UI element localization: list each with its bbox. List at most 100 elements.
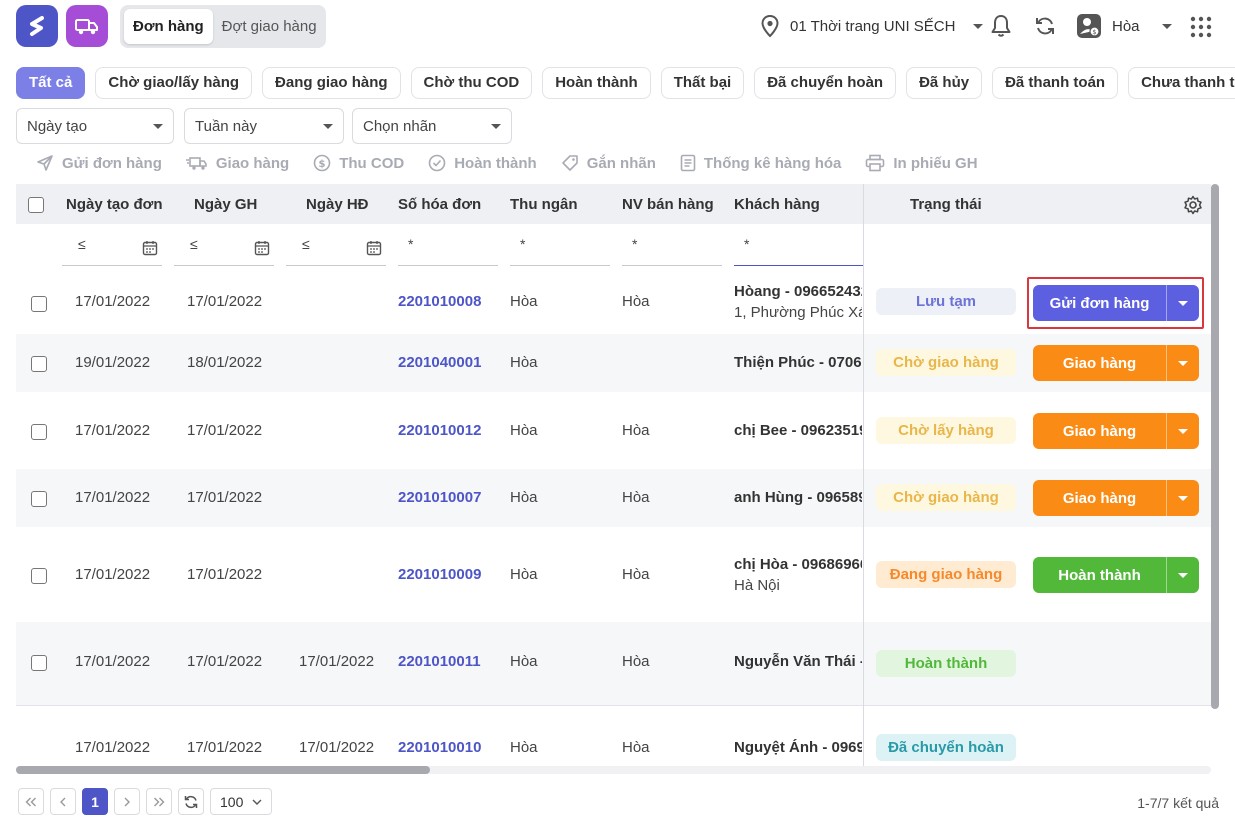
created-date-filter[interactable]: ≤ [62,236,162,266]
scrollbar-thumb[interactable] [16,766,430,774]
column-cashier[interactable]: Thu ngân [510,196,578,213]
invoice-date-filter[interactable]: ≤ [286,236,386,266]
next-page-button[interactable] [114,788,140,815]
document-icon [680,154,696,172]
location-pin-icon [761,14,779,38]
bell-icon[interactable] [989,13,1013,39]
invoice-no-filter[interactable]: * [398,236,498,266]
status-tab-cancelled[interactable]: Đã hủy [906,67,983,99]
deliver-button[interactable]: Giao hàng [1033,413,1199,449]
status-tab-returned[interactable]: Đã chuyển hoàn [754,67,897,99]
vertical-scrollbar[interactable] [1211,184,1219,770]
column-seller[interactable]: NV bán hàng [622,196,714,213]
reload-button[interactable] [178,788,204,815]
deliver-action[interactable]: Giao hàng [185,154,289,172]
deliver-button[interactable]: Giao hàng [1033,480,1199,516]
page-button-current[interactable]: 1 [82,788,108,815]
created-date: 17/01/2022 [75,739,151,756]
tab-delivery-batches[interactable]: Đợt giao hàng [221,18,317,35]
invoice-link[interactable]: 2201040001 [398,354,482,371]
goods-stats-action[interactable]: Thống kê hàng hóa [680,154,841,172]
select-all-checkbox[interactable] [28,197,44,213]
complete-button[interactable]: Hoàn thành [1033,557,1199,593]
invoice-link[interactable]: 2201010007 [398,489,482,506]
row-checkbox[interactable] [31,568,47,584]
deliver-button[interactable]: Giao hàng [1033,345,1199,381]
column-created[interactable]: Ngày tạo đơn [66,196,163,213]
calendar-icon[interactable] [254,240,270,256]
deliver-button-label[interactable]: Giao hàng [1062,422,1137,440]
cashier-filter[interactable]: * [510,236,610,266]
user-menu[interactable]: $ Hòa [1076,13,1172,39]
table-row[interactable]: 17/01/2022 17/01/2022 2201010007 Hòa Hòa… [16,469,1211,527]
first-page-button[interactable] [18,788,44,815]
column-invoice-no[interactable]: Số hóa đơn [398,196,482,213]
table-row[interactable]: 19/01/2022 18/01/2022 2201040001 Hòa Thi… [16,334,1211,392]
delivery-date-filter[interactable]: ≤ [174,236,274,266]
highlight-box [1027,277,1204,329]
print-slip-action[interactable]: In phiếu GH [865,154,978,172]
prev-page-button[interactable] [50,788,76,815]
invoice-link[interactable]: 2201010009 [398,566,482,583]
complete-button-label[interactable]: Hoàn thành [1058,566,1141,584]
deliver-dropdown[interactable] [1166,345,1199,381]
status-tab-paid[interactable]: Đã thanh toán [992,67,1119,99]
tab-orders[interactable]: Đơn hàng [124,9,213,44]
row-checkbox[interactable] [31,491,47,507]
date-type-value: Ngày tạo [27,117,88,135]
status-tab-waiting-cod[interactable]: Chờ thu COD [410,67,533,99]
horizontal-scrollbar[interactable] [16,766,1211,774]
table-row[interactable]: 17/01/2022 17/01/2022 17/01/2022 2201010… [16,705,1211,770]
status-tab-all[interactable]: Tất cả [16,67,86,99]
status-tab-waiting-pickup[interactable]: Chờ giao/lấy hàng [95,67,253,99]
invoice-link[interactable]: 2201010010 [398,739,482,756]
send-order-action[interactable]: Gửi đơn hàng [36,154,162,172]
tag-action[interactable]: Gắn nhãn [561,154,656,172]
delivery-app-logo[interactable] [66,5,108,47]
table-row[interactable]: 17/01/2022 17/01/2022 17/01/2022 2201010… [16,622,1211,705]
row-checkbox[interactable] [31,424,47,440]
invoice-link[interactable]: 2201010011 [398,653,481,670]
page-size-select[interactable]: 100 [210,788,272,815]
send-order-button-label[interactable]: Gửi đơn hàng [1049,294,1150,312]
status-tab-unpaid[interactable]: Chưa thanh toán/ [1128,67,1235,99]
table-row[interactable]: 17/01/2022 17/01/2022 2201010009 Hòa Hòa… [16,527,1211,622]
date-type-select[interactable]: Ngày tạo [16,108,174,144]
calendar-icon[interactable] [142,240,158,256]
apps-grid-icon[interactable] [1190,16,1212,38]
row-checkbox[interactable] [31,296,47,312]
table-row[interactable]: 17/01/2022 17/01/2022 2201010008 Hòa Hòa… [16,268,1211,334]
app-logo[interactable] [16,5,58,47]
column-status[interactable]: Trạng thái [910,196,982,213]
label-select[interactable]: Chọn nhãn [352,108,512,144]
refresh-icon[interactable] [1034,15,1056,37]
row-checkbox[interactable] [31,356,47,372]
invoice-link[interactable]: 2201010008 [398,293,482,310]
store-selector[interactable]: 01 Thời trang UNI SẾCH [760,14,984,38]
column-settings-icon[interactable] [1183,195,1203,215]
customer-filter[interactable]: * [734,236,863,266]
send-order-dropdown[interactable] [1166,285,1199,321]
table-row[interactable]: 17/01/2022 17/01/2022 2201010012 Hòa Hòa… [16,392,1211,469]
deliver-dropdown[interactable] [1166,480,1199,516]
status-tab-delivering[interactable]: Đang giao hàng [262,67,401,99]
deliver-dropdown[interactable] [1166,413,1199,449]
calendar-icon[interactable] [366,240,382,256]
column-invoice-date[interactable]: Ngày HĐ [306,196,369,213]
complete-dropdown[interactable] [1166,557,1199,593]
collect-cod-action[interactable]: $ Thu COD [313,154,404,172]
complete-action[interactable]: Hoàn thành [428,154,537,172]
column-delivery-date[interactable]: Ngày GH [194,196,258,213]
row-checkbox[interactable] [31,655,47,671]
send-order-button[interactable]: Gửi đơn hàng [1033,285,1199,321]
invoice-link[interactable]: 2201010012 [398,422,482,439]
deliver-button-label[interactable]: Giao hàng [1062,354,1137,372]
status-tab-completed[interactable]: Hoàn thành [542,67,651,99]
period-select[interactable]: Tuần này [184,108,344,144]
last-page-button[interactable] [146,788,172,815]
deliver-button-label[interactable]: Giao hàng [1062,489,1137,507]
scrollbar-thumb[interactable] [1211,184,1219,709]
status-tab-failed[interactable]: Thất bại [660,67,745,99]
column-customer[interactable]: Khách hàng [734,196,820,213]
seller-filter[interactable]: * [622,236,722,266]
